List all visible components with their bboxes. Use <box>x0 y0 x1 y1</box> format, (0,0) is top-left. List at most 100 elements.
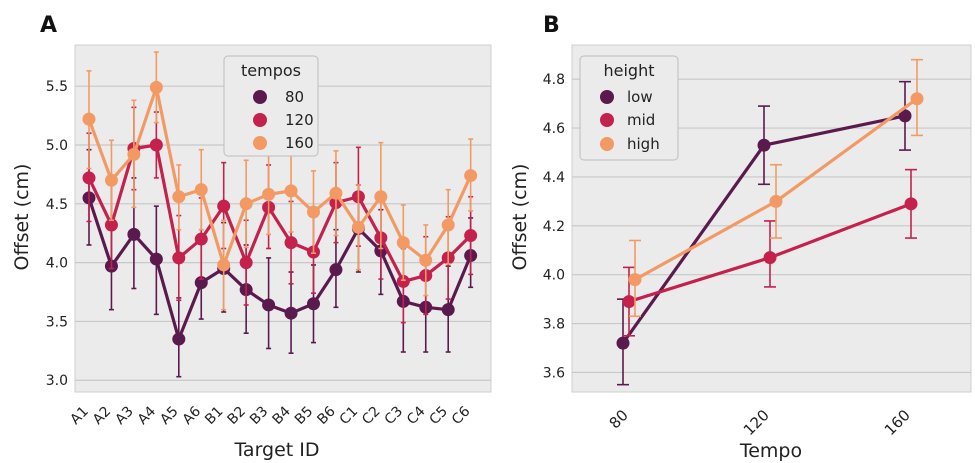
a-data-point <box>149 252 163 266</box>
b-data-point <box>904 197 918 211</box>
panel-a-legend-label-80: 80 <box>285 88 304 106</box>
a-x-tick-label: B6 <box>314 403 338 427</box>
a-x-tick-label: A1 <box>67 404 91 428</box>
panel-a-y-ticks: 3.0 3.5 4.0 4.5 5.0 5.5 <box>46 79 68 389</box>
a-x-tick-label: A5 <box>157 404 181 428</box>
b-data-point <box>622 295 636 309</box>
panel-label-b: B <box>543 13 560 38</box>
a-x-tick-label: A6 <box>180 403 204 427</box>
b-series-low <box>616 80 912 386</box>
a-data-point <box>239 256 253 270</box>
b-x-tick-label: 120 <box>740 406 773 439</box>
a-x-tick-label: B5 <box>292 404 316 428</box>
a-x-tick-label: B4 <box>269 403 293 427</box>
a-data-point <box>217 199 231 213</box>
panel-b-legend-swatch-high <box>600 137 614 151</box>
b-data-point <box>757 138 771 152</box>
a-data-point <box>262 298 276 312</box>
a-x-tick-label: A4 <box>135 403 159 427</box>
a-data-point <box>262 187 276 201</box>
a-x-tick-label: C1 <box>337 404 362 429</box>
b-series-mid <box>622 168 918 337</box>
a-data-point <box>374 190 388 204</box>
a-data-point <box>194 232 208 246</box>
panel-a-legend-swatch-160 <box>253 136 267 150</box>
a-x-tick-label: B1 <box>202 404 226 428</box>
panel-b-x-ticks: 80 120 160 <box>606 406 914 439</box>
b-series-high <box>628 58 924 318</box>
a-data-point <box>307 205 320 219</box>
a-data-point <box>464 229 478 243</box>
a-data-point <box>127 147 141 161</box>
panel-b-y-ticks: 3.6 3.8 4.0 4.2 4.4 4.6 4.8 <box>543 72 565 381</box>
b-data-point <box>763 251 777 265</box>
panel-a-series <box>82 51 478 378</box>
b-y-tick-label: 3.6 <box>543 365 565 381</box>
panel-a-legend-swatch-80 <box>253 90 267 104</box>
a-data-point <box>194 183 208 197</box>
a-x-tick-label: B3 <box>247 404 271 428</box>
panel-a-legend-title: tempos <box>241 61 301 80</box>
a-data-point <box>239 197 253 211</box>
panel-label-a: A <box>40 13 57 38</box>
a-y-tick-label: 3.0 <box>46 373 68 389</box>
a-data-point <box>104 218 118 232</box>
panel-a-legend: tempos 80 120 160 <box>223 55 319 157</box>
panel-b-legend: height low mid high <box>579 55 679 161</box>
b-y-tick-label: 4.0 <box>543 268 565 284</box>
a-data-point <box>82 112 96 126</box>
b-data-point <box>769 194 783 208</box>
a-series-160 <box>82 51 478 311</box>
panel-b-y-axis-label: Offset (cm) <box>509 164 531 271</box>
panel-b-legend-title: height <box>604 61 655 80</box>
b-x-tick-label: 160 <box>881 406 914 439</box>
a-data-point <box>104 173 118 187</box>
panel-b-legend-label-low: low <box>627 88 653 106</box>
a-x-tick-label: A3 <box>112 404 136 428</box>
panel-a-x-axis-label: Target ID <box>233 439 319 461</box>
a-data-point <box>172 251 186 265</box>
a-data-point <box>82 171 96 185</box>
a-y-tick-label: 5.5 <box>46 79 68 95</box>
panel-b-legend-label-high: high <box>627 135 660 153</box>
a-x-tick-label: C5 <box>427 404 452 429</box>
a-data-point <box>351 220 365 234</box>
a-data-point <box>217 258 231 272</box>
panel-b: B 3.6 3.8 4.0 4.2 4.4 4.6 4.8 80 120 160 Tempo O… <box>509 13 972 462</box>
panel-a: A 3.03.54.04.55.05.5 A1A2A3A4A5A6B1B2B3B… <box>11 13 492 461</box>
panel-a-legend-swatch-120 <box>253 113 267 127</box>
a-data-point <box>329 263 343 277</box>
b-data-point <box>616 336 630 350</box>
panel-a-y-axis-label: Offset (cm) <box>11 164 33 271</box>
b-y-tick-label: 4.6 <box>543 121 565 137</box>
a-data-point <box>329 186 343 200</box>
a-data-point <box>284 184 298 198</box>
a-data-point <box>172 332 186 346</box>
a-y-tick-label: 4.5 <box>46 197 68 213</box>
b-x-tick-label: 80 <box>606 406 632 432</box>
a-data-point <box>149 80 163 94</box>
b-y-tick-label: 4.2 <box>543 219 565 235</box>
b-y-tick-label: 4.4 <box>543 170 565 186</box>
a-data-point <box>307 297 320 311</box>
panel-b-legend-swatch-low <box>600 90 614 104</box>
a-x-tick-label: A2 <box>90 404 114 428</box>
a-data-point <box>419 253 433 267</box>
panel-a-legend-label-160: 160 <box>285 134 314 152</box>
a-x-tick-label: C2 <box>359 404 384 429</box>
panel-a-legend-label-120: 120 <box>285 111 314 129</box>
panel-b-legend-swatch-mid <box>600 113 614 127</box>
a-data-point <box>149 138 163 152</box>
a-x-tick-label: C6 <box>449 403 474 428</box>
a-y-tick-label: 5.0 <box>46 138 68 154</box>
b-data-point <box>910 92 924 106</box>
a-data-point <box>396 274 410 288</box>
a-data-point <box>441 303 455 317</box>
a-data-point <box>194 276 208 290</box>
a-data-point <box>464 169 478 183</box>
a-data-point <box>284 236 298 250</box>
panel-b-series <box>616 58 924 386</box>
a-data-point <box>441 218 455 232</box>
